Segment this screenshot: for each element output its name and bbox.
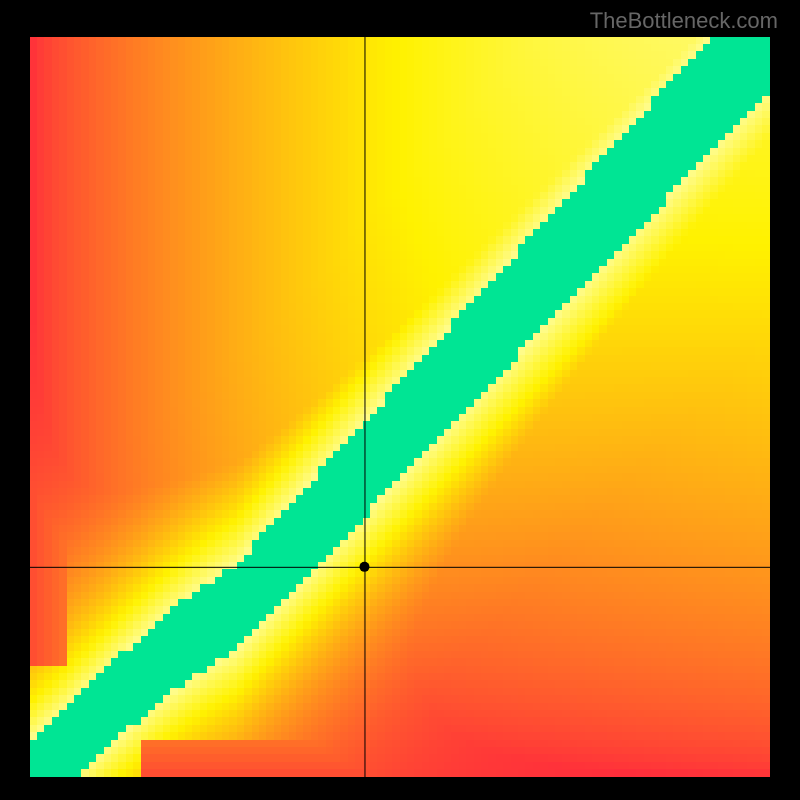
bottleneck-heatmap <box>30 37 770 777</box>
watermark-text: TheBottleneck.com <box>590 8 778 34</box>
plot-container <box>30 37 770 777</box>
